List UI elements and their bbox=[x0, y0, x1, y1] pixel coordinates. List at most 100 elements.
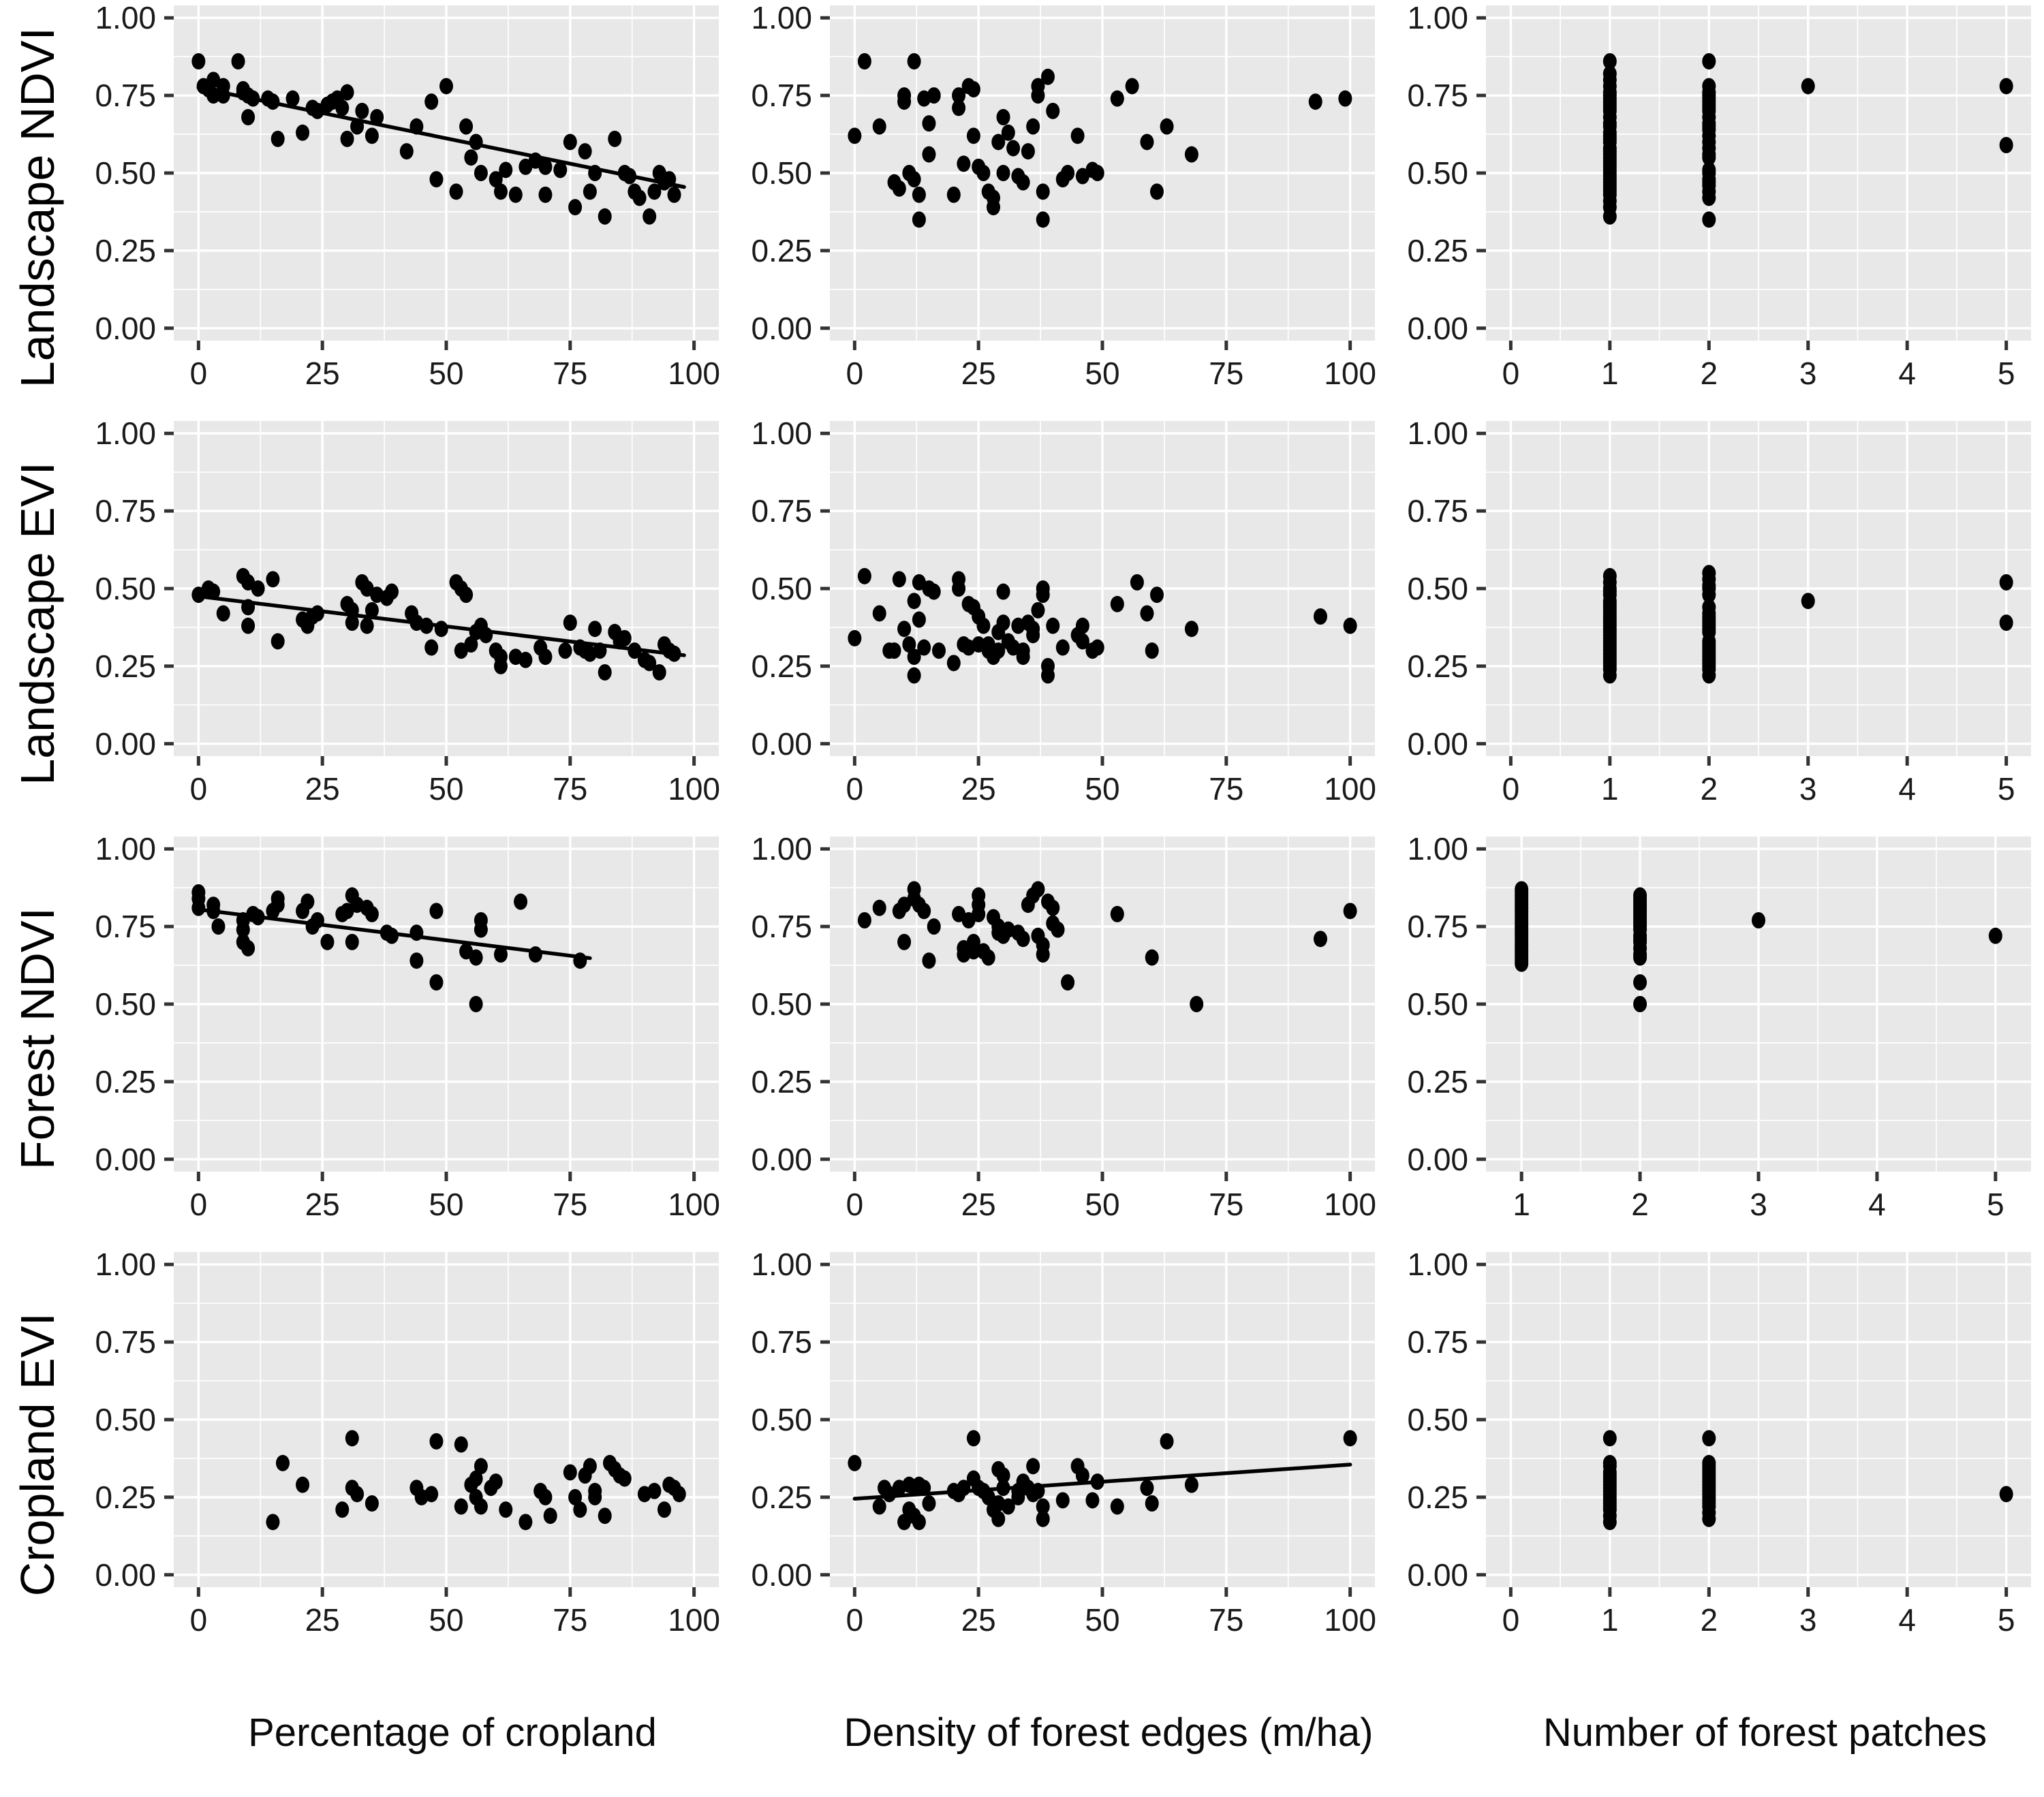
plot-landscape-ndvi-vs-cropland: 0 25 50 75 100 0.00 0.25 0.50 0.75 1.00 bbox=[95, 0, 720, 391]
svg-text:1.00: 1.00 bbox=[751, 1247, 812, 1282]
svg-text:0: 0 bbox=[846, 356, 864, 391]
svg-text:50: 50 bbox=[1085, 771, 1119, 807]
svg-text:5: 5 bbox=[1998, 771, 2015, 807]
plot-cropland-evi-vs-edge-density: 0 25 50 75 100 0.00 0.25 0.50 0.75 1.00 bbox=[751, 1247, 1376, 1638]
svg-text:0.50: 0.50 bbox=[95, 986, 156, 1022]
svg-text:25: 25 bbox=[305, 1602, 340, 1638]
svg-text:25: 25 bbox=[305, 1187, 340, 1222]
svg-text:4: 4 bbox=[1868, 1187, 1886, 1222]
svg-text:100: 100 bbox=[668, 771, 720, 807]
svg-text:50: 50 bbox=[1085, 1602, 1119, 1638]
svg-text:0: 0 bbox=[190, 771, 208, 807]
svg-text:1.00: 1.00 bbox=[95, 0, 156, 35]
corner-spacer bbox=[0, 1662, 75, 1797]
svg-text:0.25: 0.25 bbox=[95, 1480, 156, 1515]
svg-text:0.00: 0.00 bbox=[1407, 311, 1468, 346]
plot-forest-ndvi-vs-patches: 1 2 3 4 5 0.00 0.25 0.50 0.75 1.00 bbox=[1407, 831, 2031, 1222]
svg-text:0.75: 0.75 bbox=[95, 1324, 156, 1360]
svg-text:0.75: 0.75 bbox=[95, 493, 156, 529]
plot-forest-ndvi-vs-cropland: 0 25 50 75 100 0.00 0.25 0.50 0.75 1.00 bbox=[95, 831, 720, 1222]
svg-text:0.00: 0.00 bbox=[751, 311, 812, 346]
svg-text:1: 1 bbox=[1513, 1187, 1530, 1222]
svg-text:0.00: 0.00 bbox=[1407, 1142, 1468, 1177]
plot-landscape-evi-vs-patches: 0 1 2 3 4 5 0.00 0.25 0.50 0.75 1.00 bbox=[1407, 416, 2031, 807]
svg-text:75: 75 bbox=[553, 1187, 587, 1222]
svg-text:0.75: 0.75 bbox=[751, 78, 812, 113]
svg-text:0.75: 0.75 bbox=[1407, 493, 1468, 529]
svg-text:100: 100 bbox=[668, 1187, 720, 1222]
svg-text:1: 1 bbox=[1601, 1602, 1619, 1638]
svg-text:0.00: 0.00 bbox=[1407, 726, 1468, 762]
svg-text:0.00: 0.00 bbox=[95, 726, 156, 762]
svg-text:0.50: 0.50 bbox=[1407, 155, 1468, 191]
plot-forest-ndvi-vs-edge-density: 0 25 50 75 100 0.00 0.25 0.50 0.75 1.00 bbox=[751, 831, 1376, 1222]
svg-text:0.00: 0.00 bbox=[751, 1557, 812, 1593]
svg-text:0: 0 bbox=[846, 771, 864, 807]
svg-text:0.00: 0.00 bbox=[95, 1557, 156, 1593]
svg-text:0.25: 0.25 bbox=[751, 649, 812, 684]
svg-text:0.00: 0.00 bbox=[95, 311, 156, 346]
svg-text:100: 100 bbox=[1324, 771, 1376, 807]
row-label-landscape-ndvi: Landscape NDVI bbox=[0, 0, 75, 416]
svg-text:0.00: 0.00 bbox=[1407, 1557, 1468, 1593]
svg-text:75: 75 bbox=[553, 771, 587, 807]
svg-text:0: 0 bbox=[190, 356, 208, 391]
svg-text:0: 0 bbox=[190, 1187, 208, 1222]
svg-text:0.50: 0.50 bbox=[95, 1402, 156, 1437]
svg-text:1: 1 bbox=[1601, 356, 1619, 391]
svg-text:25: 25 bbox=[961, 1187, 996, 1222]
svg-text:0: 0 bbox=[846, 1187, 864, 1222]
svg-text:0.00: 0.00 bbox=[751, 1142, 812, 1177]
svg-text:50: 50 bbox=[429, 356, 463, 391]
svg-text:4: 4 bbox=[1898, 771, 1916, 807]
svg-text:25: 25 bbox=[305, 356, 340, 391]
svg-text:0.00: 0.00 bbox=[95, 1142, 156, 1177]
svg-text:0.25: 0.25 bbox=[1407, 233, 1468, 268]
svg-text:0.50: 0.50 bbox=[1407, 571, 1468, 606]
svg-text:0.25: 0.25 bbox=[1407, 649, 1468, 684]
svg-text:5: 5 bbox=[1998, 1602, 2015, 1638]
svg-text:4: 4 bbox=[1898, 1602, 1916, 1638]
svg-text:1.00: 1.00 bbox=[95, 416, 156, 451]
svg-text:1.00: 1.00 bbox=[95, 1247, 156, 1282]
svg-text:0: 0 bbox=[190, 1602, 208, 1638]
svg-text:50: 50 bbox=[1085, 1187, 1119, 1222]
svg-text:75: 75 bbox=[553, 356, 587, 391]
svg-text:75: 75 bbox=[1209, 356, 1243, 391]
svg-text:0.25: 0.25 bbox=[95, 1064, 156, 1099]
plot-landscape-ndvi-vs-edge-density: 0 25 50 75 100 0.00 0.25 0.50 0.75 1.00 bbox=[751, 0, 1376, 391]
svg-text:100: 100 bbox=[1324, 1187, 1376, 1222]
svg-text:50: 50 bbox=[429, 1187, 463, 1222]
row-label-text: Landscape NDVI bbox=[11, 27, 64, 388]
svg-text:75: 75 bbox=[1209, 1602, 1243, 1638]
x-title-density-of-forest-edges: Density of forest edges (m/ha) bbox=[843, 1710, 1374, 1755]
svg-text:25: 25 bbox=[305, 771, 340, 807]
svg-text:0.50: 0.50 bbox=[95, 571, 156, 606]
svg-text:2: 2 bbox=[1700, 356, 1718, 391]
svg-text:100: 100 bbox=[668, 356, 720, 391]
svg-text:0.25: 0.25 bbox=[751, 1064, 812, 1099]
svg-text:75: 75 bbox=[1209, 771, 1243, 807]
x-title-percentage-of-cropland: Percentage of cropland bbox=[248, 1710, 657, 1755]
svg-text:25: 25 bbox=[961, 1602, 996, 1638]
x-title-number-of-forest-patches: Number of forest patches bbox=[1543, 1710, 1987, 1755]
svg-text:0: 0 bbox=[846, 1602, 864, 1638]
svg-text:25: 25 bbox=[961, 771, 996, 807]
svg-text:1.00: 1.00 bbox=[751, 831, 812, 866]
plot-landscape-evi-vs-cropland: 0 25 50 75 100 0.00 0.25 0.50 0.75 1.00 bbox=[95, 416, 720, 807]
svg-text:5: 5 bbox=[1998, 356, 2015, 391]
row-label-cropland-evi: Cropland EVI bbox=[0, 1247, 75, 1662]
row-label-text: Cropland EVI bbox=[11, 1312, 64, 1597]
svg-text:0: 0 bbox=[1502, 1602, 1520, 1638]
svg-text:4: 4 bbox=[1898, 356, 1916, 391]
svg-text:0: 0 bbox=[1502, 356, 1520, 391]
svg-text:3: 3 bbox=[1799, 771, 1817, 807]
svg-text:0.75: 0.75 bbox=[751, 1324, 812, 1360]
svg-text:0.25: 0.25 bbox=[751, 233, 812, 268]
row-label-text: Landscape EVI bbox=[11, 461, 64, 785]
svg-text:0.75: 0.75 bbox=[1407, 1324, 1468, 1360]
svg-text:1.00: 1.00 bbox=[1407, 1247, 1468, 1282]
svg-text:1.00: 1.00 bbox=[1407, 0, 1468, 35]
svg-text:0.50: 0.50 bbox=[751, 1402, 812, 1437]
